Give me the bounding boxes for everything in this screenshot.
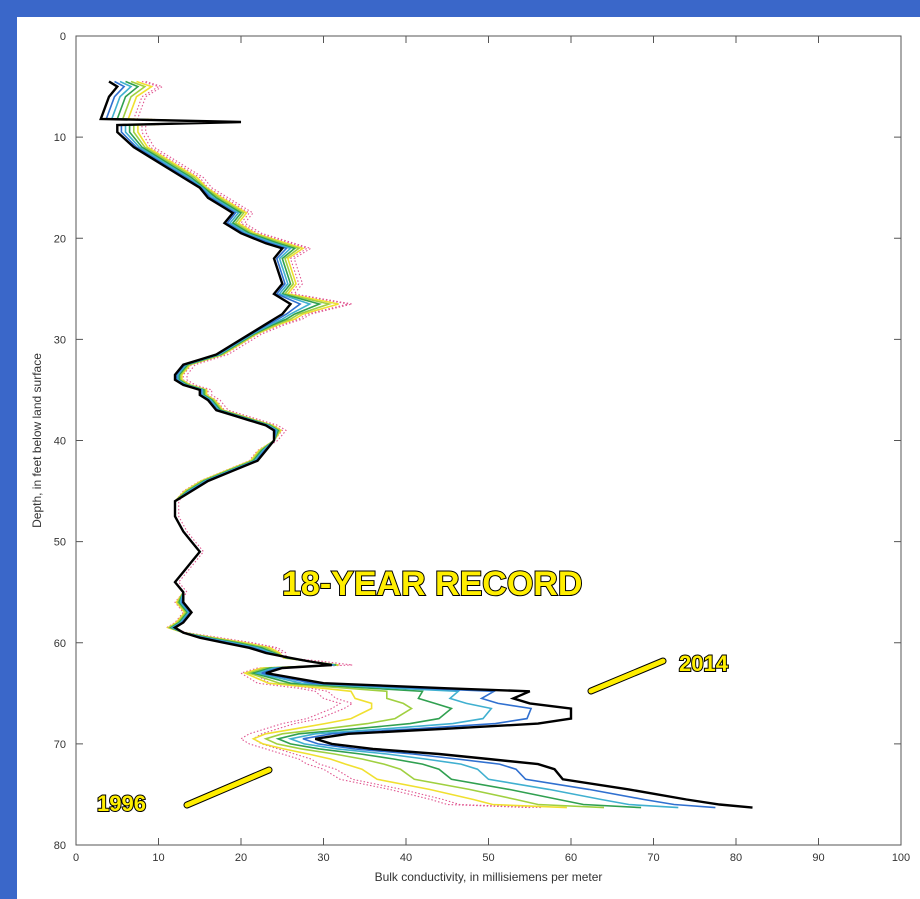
series-line-1996	[133, 80, 530, 809]
x-tick-label: 40	[400, 852, 412, 864]
tick-labels: 0 10 20 30 40 50 60 70 80 90 100 0 10 20 30 40 50 60 70 80	[54, 31, 910, 864]
y-tick-label: 60	[54, 638, 66, 650]
x-tick-label: 70	[647, 852, 659, 864]
record-annotation: 18-YEAR RECORD	[282, 565, 582, 603]
chart-panel: 0 10 20 30 40 50 60 70 80 90 100 0 10 20 30 40 50 60 70 80 …	[17, 17, 920, 899]
year-1996-annotation: 1996	[97, 791, 146, 816]
series-line-intermediate-4	[110, 80, 679, 809]
y-tick-label: 0	[60, 31, 66, 43]
x-tick-label: 30	[317, 852, 329, 864]
x-tick-label: 50	[482, 852, 494, 864]
x-axis-title: Bulk conductivity, in millisiemens per m…	[375, 870, 603, 884]
x-tick-label: 90	[812, 852, 824, 864]
y-tick-label: 30	[54, 334, 66, 346]
y-tick-label: 50	[54, 537, 66, 549]
arrow-1996	[184, 767, 272, 808]
series-line-intermediate-3	[116, 80, 642, 809]
y-tick-label: 40	[54, 436, 66, 448]
axes-frame	[75, 35, 902, 846]
y-tick-label: 80	[54, 840, 66, 852]
depth-conductivity-chart: 0 10 20 30 40 50 60 70 80 90 10001020304050607080 …	[30, 31, 910, 884]
series-line-intermediate-1	[127, 80, 567, 809]
series-lines	[99, 80, 753, 809]
y-tick-label: 20	[54, 233, 66, 245]
x-tick-label: 10	[152, 852, 164, 864]
x-tick-label: 80	[730, 852, 742, 864]
series-line-intermediate-5	[105, 80, 716, 809]
series-line-2014	[99, 80, 753, 809]
y-tick-label: 70	[54, 739, 66, 751]
x-tick-label: 20	[235, 852, 247, 864]
series-line-intermediate-2	[121, 80, 605, 809]
arrow-2014	[588, 658, 666, 694]
y-tick-label: 10	[54, 132, 66, 144]
x-tick-label: 0	[73, 852, 79, 864]
x-tick-label: 100	[892, 852, 910, 864]
series-line-1996-b	[136, 80, 543, 809]
year-2014-annotation: 2014	[679, 651, 729, 676]
x-tick-label: 60	[565, 852, 577, 864]
y-axis-title: Depth, in feet below land surface	[30, 353, 44, 528]
